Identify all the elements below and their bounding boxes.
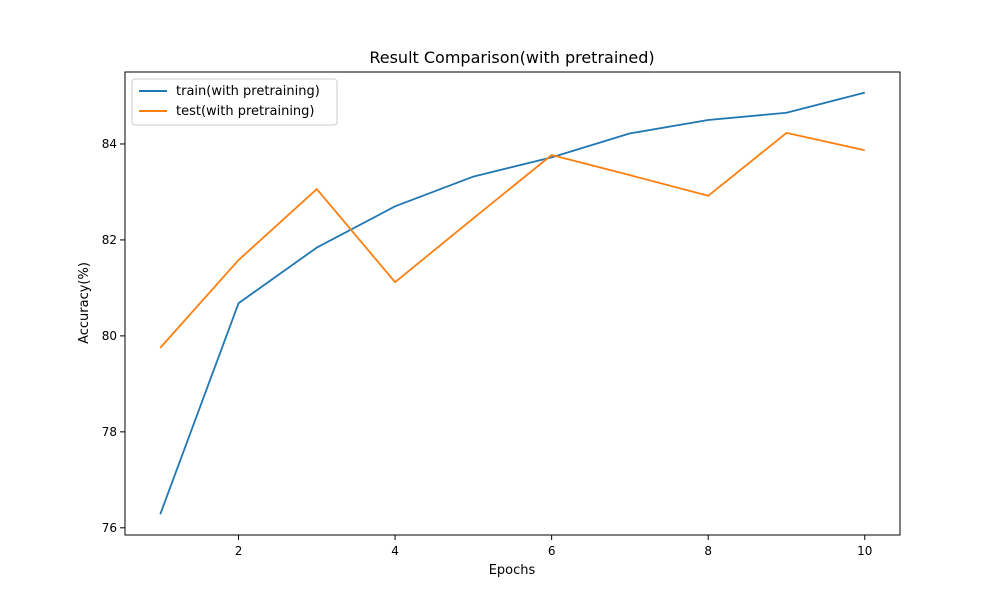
chart-title: Result Comparison(with pretrained) (369, 48, 654, 67)
legend: train(with pretraining) test(with pretra… (131, 78, 338, 126)
x-axis-label: Epochs (489, 563, 536, 578)
y-axis-ticks: 76 78 80 82 84 (102, 137, 125, 535)
series-layer (159, 91, 865, 515)
series-line-train (159, 91, 865, 515)
plot-area (124, 71, 901, 536)
x-axis-ticks: 2 4 6 8 10 (235, 535, 872, 558)
y-tick-label: 80 (102, 329, 117, 343)
y-tick-label: 82 (102, 233, 117, 247)
legend-label-test: test(with pretraining) (176, 104, 315, 119)
x-tick-label: 8 (704, 544, 712, 558)
y-tick-label: 76 (102, 521, 117, 535)
y-tick-label: 78 (102, 425, 117, 439)
legend-box (131, 78, 338, 126)
y-axis-label: Accuracy(%) (77, 262, 92, 344)
x-tick-label: 2 (235, 544, 243, 558)
x-tick-label: 6 (548, 544, 556, 558)
legend-label-train: train(with pretraining) (176, 84, 320, 99)
series-line-test (159, 132, 865, 349)
x-tick-label: 4 (391, 544, 399, 558)
x-tick-label: 10 (857, 544, 872, 558)
y-tick-label: 84 (102, 137, 117, 151)
